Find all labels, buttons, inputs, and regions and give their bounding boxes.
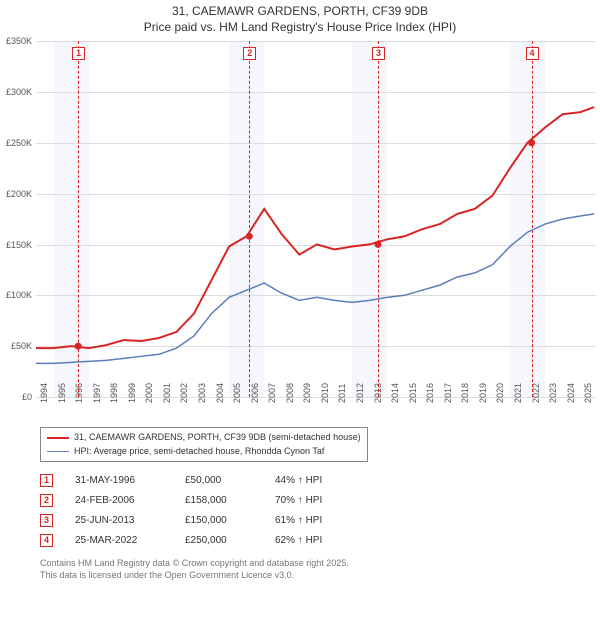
sales-pct: 44% ↑ HPI: [275, 475, 365, 486]
sales-row: 4 25-MAR-2022£250,00062% ↑ HPI: [40, 530, 600, 550]
legend-label: HPI: Average price, semi-detached house,…: [74, 445, 324, 459]
sales-num-box: 2: [40, 494, 53, 507]
sales-pct: 70% ↑ HPI: [275, 495, 365, 506]
sales-date: 24-FEB-2006: [75, 495, 185, 506]
title-address: 31, CAEMAWR GARDENS, PORTH, CF39 9DB: [0, 4, 600, 20]
sales-row: 1 31-MAY-1996£50,00044% ↑ HPI: [40, 470, 600, 490]
sales-price: £50,000: [185, 475, 275, 486]
sales-table: 1 31-MAY-1996£50,00044% ↑ HPI 2 24-FEB-2006…: [40, 470, 600, 550]
sales-date: 31-MAY-1996: [75, 475, 185, 486]
y-axis-label: £350K: [0, 36, 32, 46]
sales-num-box: 3: [40, 514, 53, 527]
chart-lines-svg: [36, 41, 596, 397]
legend-label: 31, CAEMAWR GARDENS, PORTH, CF39 9DB (se…: [74, 431, 361, 445]
y-axis-label: £0: [0, 392, 32, 402]
y-axis-label: £150K: [0, 240, 32, 250]
sales-pct: 61% ↑ HPI: [275, 515, 365, 526]
sale-marker-dot: [374, 241, 381, 248]
y-axis-label: £200K: [0, 189, 32, 199]
sale-marker-dot: [246, 233, 253, 240]
footer-line1: Contains HM Land Registry data © Crown c…: [40, 558, 600, 570]
sale-marker-dot: [528, 139, 535, 146]
price-chart: £0£50K£100K£150K£200K£250K£300K£350K1994…: [36, 41, 596, 421]
sales-num-box: 1: [40, 474, 53, 487]
title-subtitle: Price paid vs. HM Land Registry's House …: [0, 20, 600, 36]
sales-row: 2 24-FEB-2006£158,00070% ↑ HPI: [40, 490, 600, 510]
sales-row: 3 25-JUN-2013£150,00061% ↑ HPI: [40, 510, 600, 530]
footer-attribution: Contains HM Land Registry data © Crown c…: [40, 558, 600, 581]
y-axis-label: £50K: [0, 341, 32, 351]
legend-row: 31, CAEMAWR GARDENS, PORTH, CF39 9DB (se…: [47, 431, 361, 445]
sales-price: £158,000: [185, 495, 275, 506]
chart-legend: 31, CAEMAWR GARDENS, PORTH, CF39 9DB (se…: [40, 427, 368, 462]
sales-date: 25-JUN-2013: [75, 515, 185, 526]
chart-title-block: 31, CAEMAWR GARDENS, PORTH, CF39 9DB Pri…: [0, 0, 600, 37]
sales-num-box: 4: [40, 534, 53, 547]
sales-price: £250,000: [185, 535, 275, 546]
sale-marker-dot: [75, 343, 82, 350]
y-axis-label: £300K: [0, 87, 32, 97]
legend-swatch: [47, 437, 69, 439]
y-axis-label: £250K: [0, 138, 32, 148]
legend-row: HPI: Average price, semi-detached house,…: [47, 445, 361, 459]
sales-pct: 62% ↑ HPI: [275, 535, 365, 546]
sales-price: £150,000: [185, 515, 275, 526]
footer-line2: This data is licensed under the Open Gov…: [40, 570, 600, 582]
y-axis-label: £100K: [0, 290, 32, 300]
legend-swatch: [47, 451, 69, 453]
series-line-property: [36, 107, 594, 348]
sales-date: 25-MAR-2022: [75, 535, 185, 546]
